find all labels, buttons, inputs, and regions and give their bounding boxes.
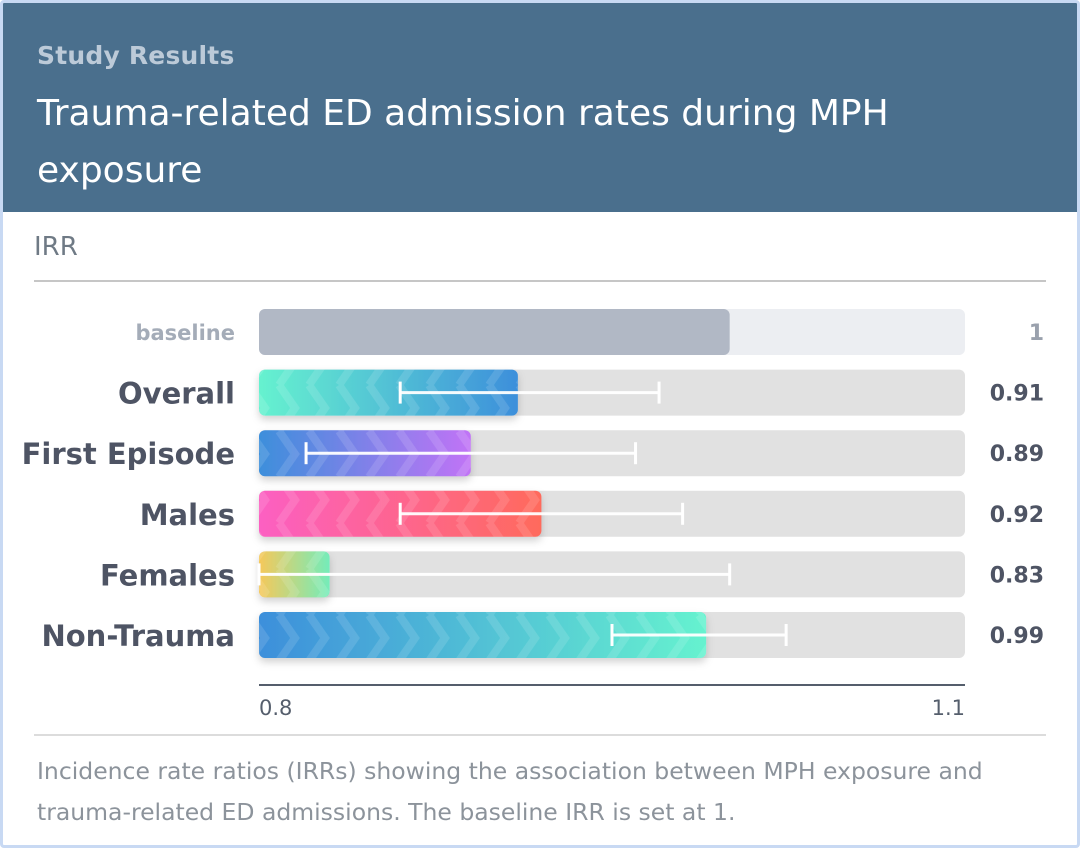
value-label-2: 0.89 bbox=[990, 442, 1044, 467]
bottom-divider bbox=[34, 734, 1046, 736]
error-bar-5 bbox=[610, 624, 788, 646]
metric-label: IRR bbox=[34, 232, 78, 262]
category-label-2: First Episode bbox=[22, 437, 235, 471]
value-label-1: 0.91 bbox=[990, 382, 1044, 407]
category-label-0: baseline bbox=[135, 321, 235, 345]
value-label-3: 0.92 bbox=[990, 503, 1044, 528]
header-eyebrow: Study Results bbox=[37, 41, 235, 70]
card-header: Study Results Trauma-related ED admissio… bbox=[3, 3, 1077, 212]
error-bar-1 bbox=[398, 381, 661, 404]
x-tick-label-1: 1.1 bbox=[932, 696, 965, 720]
value-label-5: 0.99 bbox=[990, 624, 1044, 649]
category-label-4: Females bbox=[100, 558, 235, 592]
bar-pattern-5 bbox=[259, 612, 707, 658]
error-bar-4 bbox=[257, 563, 732, 586]
value-label-4: 0.83 bbox=[990, 563, 1044, 588]
category-label-5: Non-Trauma bbox=[41, 619, 235, 653]
top-divider bbox=[34, 280, 1046, 282]
chart-title: Trauma-related ED admission rates during… bbox=[37, 93, 889, 191]
bar-0 bbox=[259, 309, 730, 355]
x-tick-label-0: 0.8 bbox=[259, 696, 292, 720]
value-label-0: 1 bbox=[1029, 321, 1044, 346]
bar-pattern-1 bbox=[259, 369, 518, 416]
irr-bar-chart: baseline 1 Overall 0.91 First Episode 0.89 Mal… bbox=[22, 309, 1044, 720]
error-bar-3 bbox=[398, 502, 685, 525]
category-label-3: Males bbox=[140, 498, 235, 532]
chart-caption: Incidence rate ratios (IRRs) showing the… bbox=[37, 757, 983, 826]
category-label-1: Overall bbox=[118, 377, 235, 411]
error-bar-2 bbox=[304, 442, 638, 465]
